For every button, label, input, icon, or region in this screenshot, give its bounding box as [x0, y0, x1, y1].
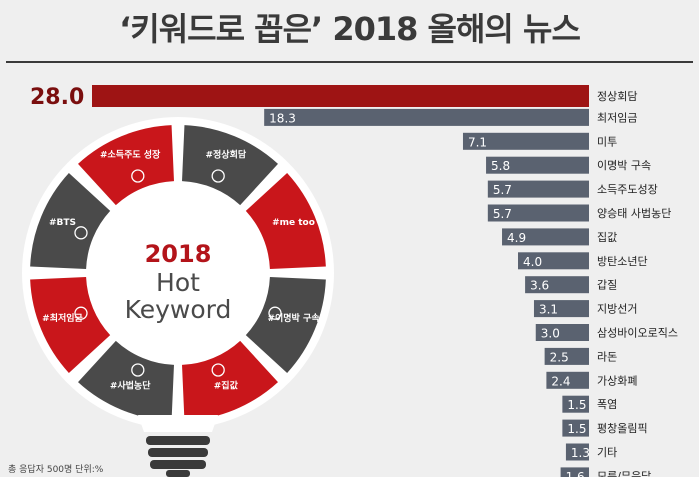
- category-label-1: 정상회담: [597, 90, 637, 103]
- wheel-segment-7: [30, 173, 111, 269]
- bulb-tip: [166, 470, 190, 477]
- wheel-segment-1: [182, 125, 278, 206]
- value-label-2: 18.3: [269, 111, 296, 125]
- bulb-base-ring-1: [146, 436, 210, 445]
- value-label-5: 5.7: [493, 183, 512, 197]
- wheel-label-8: #소득주도 성장: [100, 149, 161, 161]
- wheel-label-5: #사법농단: [110, 379, 151, 391]
- category-label-6: 양승태 사법농단: [597, 207, 671, 220]
- category-label-16: 기타: [597, 446, 617, 459]
- category-label-9: 갑질: [597, 279, 617, 292]
- bar-12: [544, 347, 589, 365]
- wheel-label-6: #최저임금: [42, 312, 83, 324]
- category-label-2: 최저임금: [597, 111, 637, 124]
- bulb-base-ring-3: [150, 460, 206, 469]
- value-label-11: 3.0: [541, 327, 560, 341]
- wheel-label-7: #BTS: [49, 218, 76, 228]
- category-label-17: 모름/무응답: [597, 470, 651, 477]
- bar-16: [565, 443, 589, 461]
- category-label-14: 폭염: [597, 398, 617, 411]
- wheel-label-4: #집값: [214, 379, 239, 391]
- category-label-13: 가상화폐: [597, 374, 637, 387]
- wheel-segment-5: [78, 340, 174, 421]
- category-label-12: 라돈: [597, 350, 617, 363]
- wheel-label-3: #이명박 구속: [267, 312, 319, 324]
- footnote: 총 응답자 500명 단위:%: [8, 465, 104, 475]
- category-label-15: 평창올림픽: [597, 422, 648, 435]
- handshake-icon: [211, 169, 225, 183]
- bar-1: [92, 85, 589, 107]
- bulb-center: [95, 190, 261, 356]
- category-label-11: 삼성바이오로직스: [597, 327, 678, 340]
- bar-2: [264, 108, 589, 126]
- value-label-9: 3.6: [530, 279, 549, 293]
- value-label-8: 4.0: [523, 255, 542, 269]
- category-label-7: 집값: [597, 231, 617, 244]
- bar-15: [562, 419, 589, 437]
- value-label-13: 2.4: [551, 374, 570, 388]
- center-keyword: Keyword: [125, 295, 232, 324]
- value-label-14: 1.5: [567, 398, 586, 412]
- value-label-6: 5.7: [493, 207, 512, 221]
- center-year: 2018: [145, 240, 212, 268]
- category-label-3: 미투: [597, 135, 617, 148]
- money-icon: [74, 306, 88, 320]
- bar-10: [533, 300, 589, 318]
- bar-11: [535, 324, 589, 341]
- value-label-17: 1.6: [566, 470, 585, 477]
- bar-9: [525, 276, 589, 294]
- value-label-4: 5.8: [491, 159, 510, 173]
- bar-8: [518, 252, 589, 270]
- value-label-3: 7.1: [468, 135, 487, 149]
- gavel-icon: [131, 363, 145, 377]
- bulb-neck: [138, 415, 218, 432]
- value-label-12: 2.5: [550, 350, 569, 364]
- title-divider: [6, 61, 693, 63]
- bar-17: [560, 467, 589, 477]
- house-icon: [211, 363, 225, 377]
- bar-3: [462, 132, 589, 150]
- wheel-segment-4: [182, 340, 278, 421]
- bar-4: [486, 156, 589, 174]
- wheel-segment-8: [78, 125, 174, 206]
- wheel-segment-3: [245, 277, 326, 373]
- bar-6: [487, 204, 589, 222]
- category-label-10: 지방선거: [597, 303, 637, 316]
- wheel-segment-6: [30, 277, 111, 373]
- center-hot: Hot: [156, 268, 200, 297]
- microphone-icon: [74, 226, 88, 240]
- value-label-10: 3.1: [539, 303, 558, 317]
- bar-14: [562, 395, 589, 413]
- page-title: ‘키워드로 꼽은’ 2018 올해의 뉴스: [119, 10, 581, 48]
- bar-7: [502, 228, 589, 246]
- bar-5: [487, 180, 589, 198]
- category-label-4: 이명박 구속: [597, 159, 651, 172]
- bulb-base-ring-2: [148, 448, 208, 457]
- bar-13: [546, 371, 589, 389]
- handcuffs-icon: [268, 306, 282, 320]
- value-label-7: 4.9: [507, 231, 526, 245]
- wheel-segment-2: [245, 173, 326, 269]
- category-label-8: 방탄소년단: [597, 255, 648, 268]
- value-label-1: 28.0: [30, 85, 84, 110]
- value-label-15: 1.5: [567, 422, 586, 436]
- sprout-icon: [131, 169, 145, 183]
- wheel-label-2: #me too: [272, 218, 315, 228]
- category-label-5: 소득주도성장: [597, 183, 658, 196]
- value-label-16: 1.3: [571, 446, 590, 460]
- wheel-label-1: #정상회담: [205, 149, 246, 161]
